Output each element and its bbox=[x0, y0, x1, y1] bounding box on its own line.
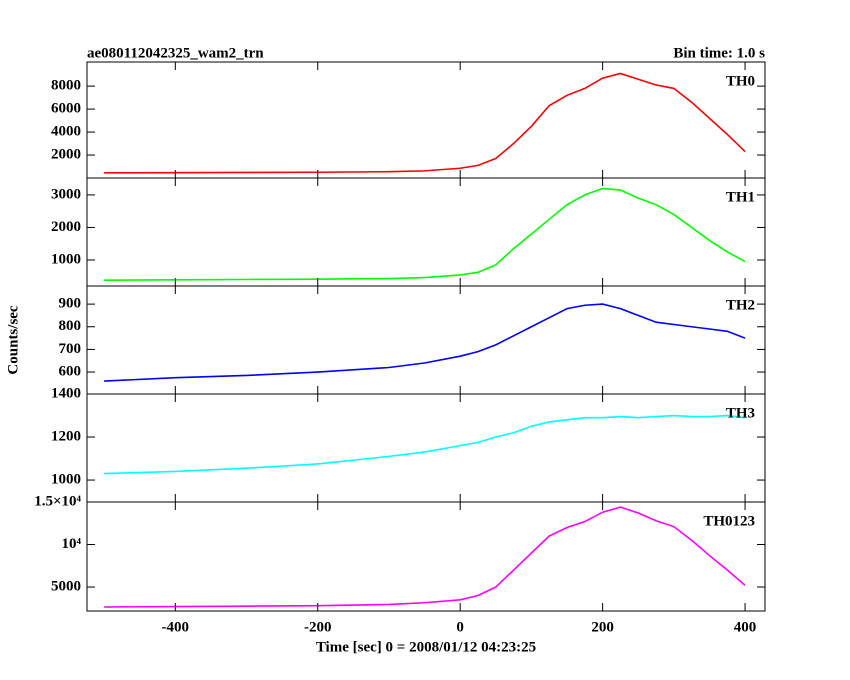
panel-label: TH2 bbox=[726, 297, 755, 313]
y-tick-label: 1400 bbox=[51, 385, 81, 401]
panel-label: TH1 bbox=[726, 189, 755, 205]
x-tick-label: -200 bbox=[304, 619, 332, 635]
panel-frame bbox=[86, 501, 766, 612]
x-tick-label: -400 bbox=[162, 619, 190, 635]
y-tick-label: 600 bbox=[59, 363, 82, 379]
y-tick-label: 1000 bbox=[51, 251, 81, 267]
y-tick-label: 700 bbox=[59, 341, 82, 357]
y-tick-label: 900 bbox=[59, 296, 82, 312]
x-tick-label: 400 bbox=[734, 619, 757, 635]
x-tick-label: 200 bbox=[591, 619, 614, 635]
y-tick-label: 800 bbox=[59, 318, 82, 334]
y-tick-label: 5000 bbox=[51, 578, 81, 594]
data-line bbox=[104, 187, 746, 281]
y-tick-label: 2000 bbox=[51, 146, 81, 162]
y-tick-label: 3000 bbox=[51, 186, 81, 202]
y-tick-label: 1200 bbox=[51, 428, 81, 444]
panel-label: TH0 bbox=[726, 73, 755, 89]
panel-frame bbox=[86, 177, 766, 287]
data-line bbox=[104, 506, 746, 608]
data-line bbox=[104, 414, 746, 475]
x-axis-label: Time [sec] 0 = 2008/01/12 04:23:25 bbox=[316, 639, 536, 655]
panel-label: TH0123 bbox=[703, 513, 755, 529]
panel-label: TH3 bbox=[726, 405, 755, 421]
y-tick-label: 1.5×10⁴ bbox=[34, 493, 81, 509]
data-line bbox=[104, 303, 746, 382]
y-axis-label: Counts/sec bbox=[5, 305, 21, 375]
y-tick-label: 6000 bbox=[51, 101, 81, 117]
x-tick-label: 0 bbox=[456, 619, 464, 635]
chart-subtitle: Bin time: 1.0 s bbox=[673, 45, 765, 61]
y-tick-label: 2000 bbox=[51, 219, 81, 235]
chart-title: ae080112042325_wam2_trn bbox=[87, 45, 264, 61]
panel-frame bbox=[86, 61, 766, 179]
y-tick-label: 8000 bbox=[51, 78, 81, 94]
panel-frame bbox=[86, 393, 766, 503]
y-tick-label: 4000 bbox=[51, 123, 81, 139]
data-line bbox=[104, 72, 746, 174]
y-tick-label: 1000 bbox=[51, 471, 81, 487]
y-tick-label: 10⁴ bbox=[62, 536, 82, 552]
